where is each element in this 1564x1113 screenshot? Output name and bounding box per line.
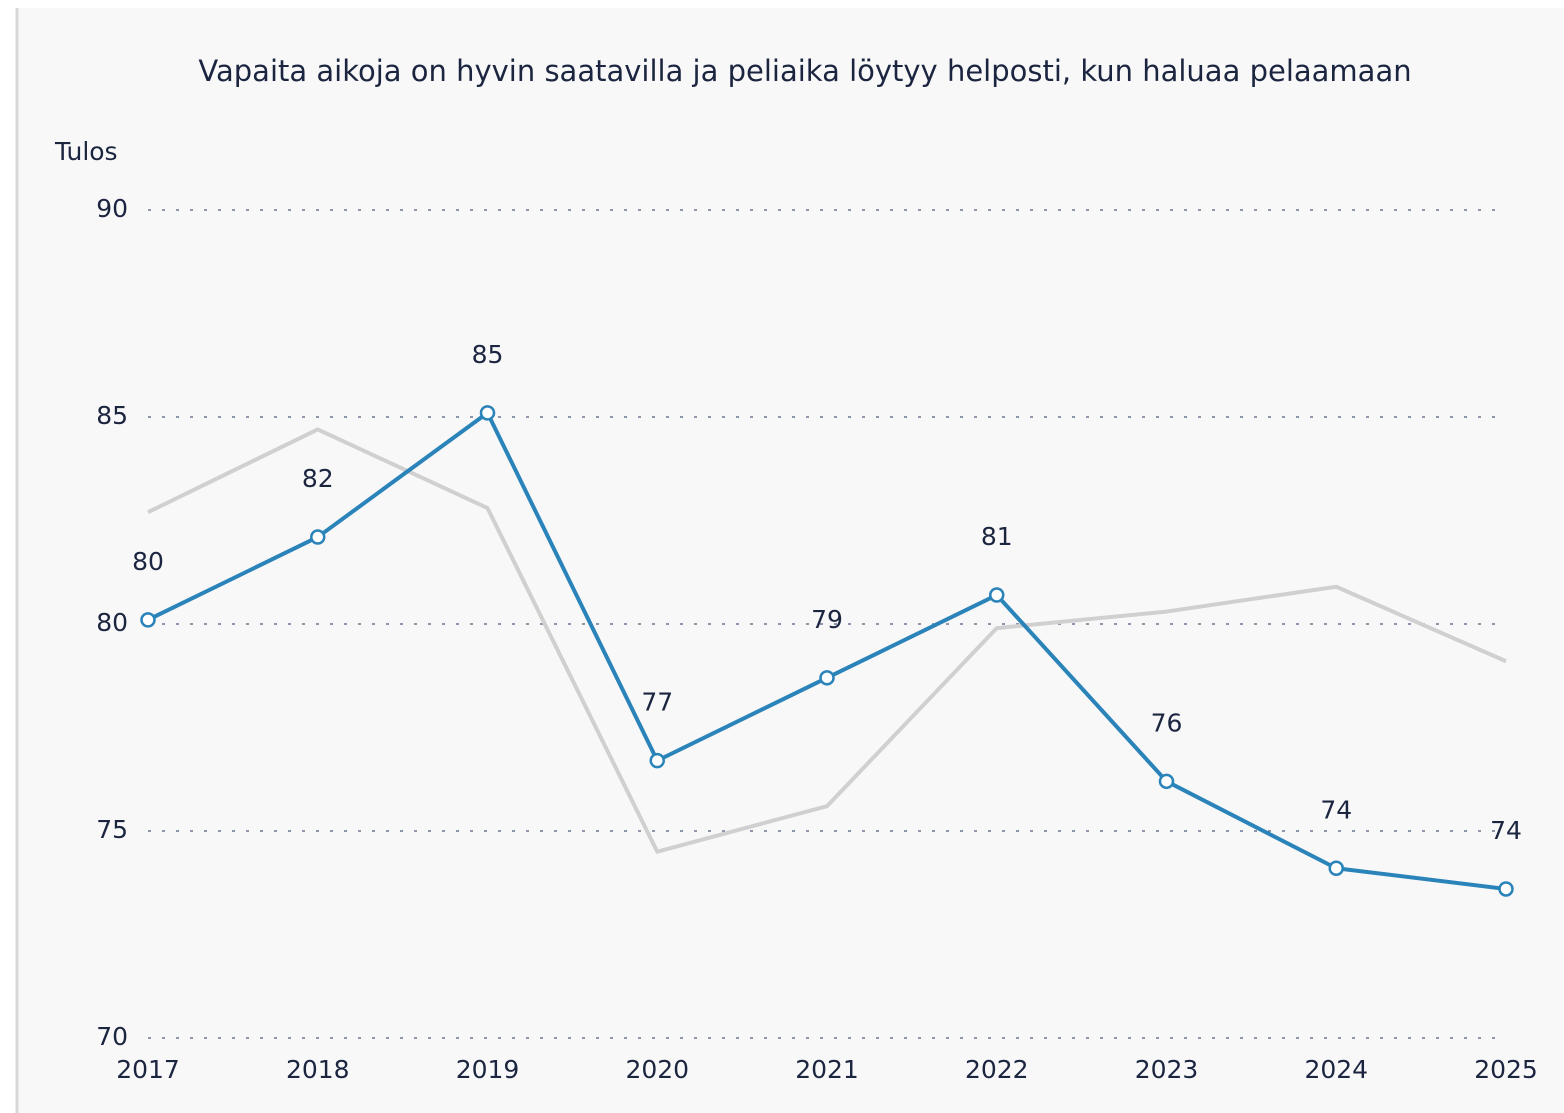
y-tick-label: 80 bbox=[96, 608, 128, 637]
data-point bbox=[1328, 860, 1344, 877]
data-label: 77 bbox=[641, 688, 673, 717]
y-axis-label: Tulos bbox=[54, 137, 118, 166]
data-label: 85 bbox=[472, 340, 504, 369]
data-point bbox=[1158, 773, 1175, 790]
data-label: 82 bbox=[302, 464, 334, 493]
x-tick-label: 2022 bbox=[965, 1055, 1029, 1084]
chart-title: Vapaita aikoja on hyvin saatavilla ja pe… bbox=[198, 54, 1411, 88]
data-point bbox=[140, 612, 156, 628]
series-line bbox=[147, 427, 1507, 854]
x-tick-label: 2017 bbox=[116, 1055, 180, 1084]
panel bbox=[18, 8, 1564, 1113]
x-tick-label: 2025 bbox=[1474, 1055, 1538, 1084]
data-label: 81 bbox=[981, 522, 1013, 551]
y-tick-label: 85 bbox=[96, 401, 128, 430]
data-point bbox=[1498, 881, 1514, 897]
data-label: 76 bbox=[1151, 708, 1183, 737]
x-tick-label: 2021 bbox=[795, 1055, 859, 1084]
x-tick-label: 2019 bbox=[456, 1055, 520, 1084]
data-point bbox=[479, 405, 496, 421]
data-point bbox=[819, 670, 835, 686]
x-tick-label: 2018 bbox=[286, 1055, 350, 1084]
data-point bbox=[649, 752, 665, 769]
data-point bbox=[989, 587, 1005, 603]
y-tick-label: 90 bbox=[96, 194, 128, 223]
x-tick-label: 2024 bbox=[1304, 1055, 1368, 1084]
x-tick-label: 2023 bbox=[1135, 1055, 1199, 1084]
y-tick-label: 75 bbox=[96, 815, 128, 844]
y-tick-label: 70 bbox=[96, 1022, 128, 1051]
data-label: 80 bbox=[132, 547, 164, 576]
data-label: 79 bbox=[811, 605, 843, 634]
x-tick-label: 2020 bbox=[625, 1055, 689, 1084]
data-label: 74 bbox=[1490, 816, 1522, 845]
data-point bbox=[310, 529, 326, 545]
data-label: 74 bbox=[1320, 795, 1352, 824]
